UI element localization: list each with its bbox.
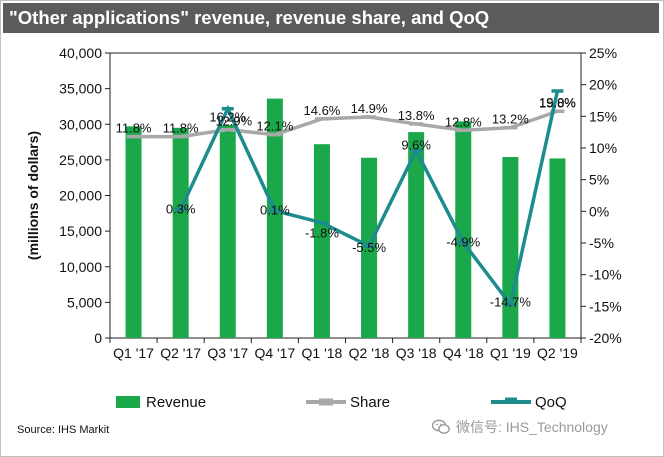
share-data-label: 13.2% — [492, 112, 529, 127]
revenue-bar — [502, 157, 519, 338]
qoq-data-label: 0.3% — [166, 201, 196, 216]
qoq-data-label: -1.8% — [305, 226, 339, 241]
y2-tick-label: 20% — [589, 77, 617, 93]
y2-tick-label: -15% — [589, 298, 622, 314]
qoq-data-label: -4.9% — [446, 234, 480, 249]
y2-tick-label: 25% — [589, 45, 617, 61]
watermark-text: 微信号: IHS_Technology — [456, 419, 608, 435]
share-data-label: 13.8% — [398, 108, 435, 123]
revenue-bar — [549, 158, 566, 338]
revenue-bar — [313, 144, 330, 338]
legend-revenue-label: Revenue — [146, 394, 206, 411]
share-data-label: 11.8% — [116, 121, 152, 136]
qoq-data-label: 16.2% — [209, 110, 246, 125]
y-tick-label: 5,000 — [67, 294, 102, 310]
share-data-label: 14.6% — [304, 103, 341, 118]
y-tick-label: 15,000 — [59, 223, 102, 239]
x-tick-label: Q2 '19 — [537, 345, 578, 361]
x-tick-label: Q1 '19 — [490, 345, 531, 361]
x-tick-label: Q1 '18 — [302, 345, 343, 361]
y2-tick-label: 5% — [589, 172, 609, 188]
y2-tick-label: 10% — [589, 140, 617, 156]
y-tick-label: 20,000 — [59, 188, 102, 204]
qoq-data-label: -14.7% — [490, 294, 532, 309]
share-data-label: 12.8% — [445, 114, 482, 129]
y2-tick-label: -5% — [589, 235, 614, 251]
share-data-label: 11.8% — [163, 121, 199, 136]
revenue-bar — [125, 126, 142, 338]
y-tick-label: 0 — [94, 330, 102, 346]
x-tick-label: Q3 '18 — [396, 345, 437, 361]
chart-title: "Other applications" revenue, revenue sh… — [3, 3, 659, 33]
share-data-label: 12.1% — [256, 119, 293, 134]
y2-tick-label: 0% — [589, 203, 609, 219]
y-tick-label: 30,000 — [59, 116, 102, 132]
x-tick-label: Q3 '17 — [207, 345, 248, 361]
revenue-bar — [266, 98, 283, 338]
y-tick-label: 25,000 — [59, 152, 102, 168]
legend-revenue-swatch — [116, 396, 140, 408]
revenue-bar — [408, 132, 425, 338]
x-tick-label: Q1 '17 — [113, 345, 154, 361]
share-data-label: 15.8% — [539, 95, 576, 110]
share-data-label: 14.9% — [351, 101, 388, 116]
qoq-data-label: -5.5% — [352, 240, 386, 255]
share-data-label: 12.9% — [215, 114, 252, 129]
legend-share-label: Share — [350, 394, 390, 411]
legend-qoq-label: QoQ — [535, 394, 567, 411]
y-tick-label: 35,000 — [59, 81, 102, 97]
revenue-bar — [219, 124, 236, 339]
revenue-bar — [172, 127, 189, 338]
x-tick-label: Q2 '17 — [160, 345, 201, 361]
y-tick-label: 40,000 — [59, 45, 102, 61]
qoq-data-label: 19.0% — [539, 95, 576, 110]
x-tick-label: Q4 '18 — [443, 345, 484, 361]
y2-tick-label: 15% — [589, 108, 617, 124]
y-tick-label: 10,000 — [59, 259, 102, 275]
source-note: Source: IHS Markit — [17, 424, 110, 436]
y2-tick-label: -20% — [589, 330, 622, 346]
qoq-data-label: 9.6% — [401, 138, 431, 153]
watermark: 微信号: IHS_Technology — [431, 417, 608, 437]
y-axis-label: (millions of dollars) — [25, 131, 41, 260]
revenue-bar — [455, 121, 472, 339]
y2-tick-label: -10% — [589, 267, 622, 283]
qoq-data-label: 0.1% — [260, 203, 290, 218]
wechat-icon — [431, 419, 450, 435]
x-tick-label: Q2 '18 — [349, 345, 390, 361]
share-line — [133, 109, 559, 139]
x-tick-label: Q4 '17 — [254, 345, 295, 361]
